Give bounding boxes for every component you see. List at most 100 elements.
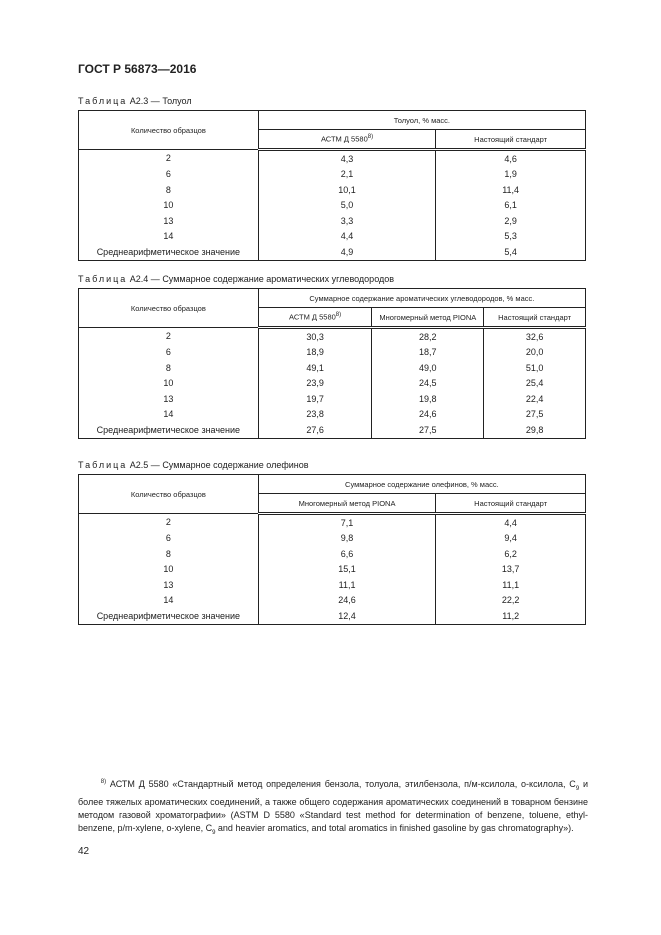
caption-label: Таблица <box>78 460 128 470</box>
table-cell: 10,1 <box>257 182 437 198</box>
footnote-ref: 8) <box>335 312 342 319</box>
table-cell: 27,5 <box>371 422 485 439</box>
table-cell: 13,7 <box>435 561 586 577</box>
table-cell: 30,3 <box>257 327 373 345</box>
document-header: ГОСТ Р 56873—2016 <box>78 62 197 76</box>
table-row: 8 49,1 49,0 51,0 <box>78 360 586 376</box>
table-cell: 5,4 <box>435 244 586 261</box>
table-cell: 25,4 <box>483 375 586 391</box>
table-cell: 2 <box>78 149 259 167</box>
column-header: Настоящий стандарт <box>435 493 586 515</box>
column-header: АСТМ Д 55808) <box>257 129 437 151</box>
footnote-text: and heavier aromatics, and total aromati… <box>215 822 574 833</box>
table-cell: 2,1 <box>257 166 437 182</box>
table-cell: 20,0 <box>483 344 586 360</box>
subscript: 9 <box>212 829 216 836</box>
table-cell: Среднеарифметическое значение <box>78 608 259 625</box>
table-row: 10 15,1 13,7 <box>78 561 586 577</box>
table-cell: 27,6 <box>257 422 373 439</box>
table-cell: 4,4 <box>257 228 437 244</box>
footnote-ref: 8) <box>367 134 374 141</box>
column-group-header: Суммарное содержание ароматических углев… <box>257 288 587 308</box>
column-header: АСТМ Д 55808) <box>257 307 373 329</box>
table-row: 14 23,8 24,6 27,5 <box>78 406 586 422</box>
table-cell: 24,6 <box>371 406 485 422</box>
table-cell: 22,2 <box>435 592 586 608</box>
table-caption: Таблица А2.5 — Суммарное содержание олеф… <box>78 460 309 470</box>
table-cell: 7,1 <box>257 513 437 531</box>
column-header: Настоящий стандарт <box>483 307 586 329</box>
table-cell: Среднеарифметическое значение <box>78 244 259 261</box>
table-cell: 14 <box>78 592 259 608</box>
column-header-samples: Количество образцов <box>78 474 259 514</box>
table-cell: 14 <box>78 406 259 422</box>
table-cell: 11,1 <box>435 577 586 593</box>
table-cell: 32,6 <box>483 327 586 345</box>
table-cell: 4,4 <box>435 513 586 531</box>
table-caption: Таблица А2.4 — Суммарное содержание аром… <box>78 274 394 284</box>
footnote-text: и более тяжелых ароматических соединений… <box>78 779 588 833</box>
table-row: Среднеарифметическое значение 27,6 27,5 29,… <box>78 422 586 439</box>
table-cell: 51,0 <box>483 360 586 376</box>
table-cell: 4,3 <box>257 149 437 167</box>
table-cell: 8 <box>78 360 259 376</box>
table-cell: 23,8 <box>257 406 373 422</box>
table-caption: Таблица А2.3 — Толуол <box>78 96 192 106</box>
table-row: 2 4,3 4,6 <box>78 149 586 167</box>
table-cell: 49,0 <box>371 360 485 376</box>
table-cell: 13 <box>78 577 259 593</box>
table-row: 6 18,9 18,7 20,0 <box>78 344 586 360</box>
table-cell: 13 <box>78 213 259 229</box>
table-cell: 29,8 <box>483 422 586 439</box>
table-cell: 6,2 <box>435 546 586 562</box>
column-group-header: Толуол, % масс. <box>257 110 587 130</box>
table-cell: 14 <box>78 228 259 244</box>
table-row: 6 2,1 1,9 <box>78 166 586 182</box>
table-cell: 5,3 <box>435 228 586 244</box>
table-cell: 28,2 <box>371 327 485 345</box>
data-table: Количество образцов Суммарное содержание … <box>78 474 587 625</box>
data-table: Количество образцов Суммарное содержание … <box>78 288 587 439</box>
caption-text: А2.5 — Суммарное содержание олефинов <box>127 460 309 470</box>
table-cell: 6 <box>78 530 259 546</box>
table-cell: 10 <box>78 375 259 391</box>
table-row: 13 11,1 11,1 <box>78 577 586 593</box>
table-cell: 49,1 <box>257 360 373 376</box>
table-cell: 24,6 <box>257 592 437 608</box>
table-cell: 9,4 <box>435 530 586 546</box>
subscript: 9 <box>575 785 580 792</box>
table-row: 8 6,6 6,2 <box>78 546 586 562</box>
table-cell: 2 <box>78 513 259 531</box>
table-cell: 11,1 <box>257 577 437 593</box>
table-cell: 19,8 <box>371 391 485 407</box>
column-header-samples: Количество образцов <box>78 288 259 328</box>
table-row: 2 30,3 28,2 32,6 <box>78 327 586 345</box>
table-cell: 10 <box>78 561 259 577</box>
table-row: 13 3,3 2,9 <box>78 213 586 229</box>
data-table: Количество образцов Толуол, % масс. АСТМ Д… <box>78 110 587 261</box>
table-row: 14 24,6 22,2 <box>78 592 586 608</box>
table-cell: 10 <box>78 197 259 213</box>
table-cell: 6 <box>78 344 259 360</box>
footnote: 8) АСТМ Д 5580 «Стандартный метод опреде… <box>78 776 588 840</box>
page-number: 42 <box>78 846 90 857</box>
table-cell: 11,2 <box>435 608 586 625</box>
table-cell: 3,3 <box>257 213 437 229</box>
table-row: 10 5,0 6,1 <box>78 197 586 213</box>
table-cell: 12,4 <box>257 608 437 625</box>
table-cell: 4,9 <box>257 244 437 261</box>
caption-text: А2.4 — Суммарное содержание ароматически… <box>127 274 395 284</box>
table-cell: 22,4 <box>483 391 586 407</box>
table-cell: 1,9 <box>435 166 586 182</box>
table-cell: 2 <box>78 327 259 345</box>
table-cell: 27,5 <box>483 406 586 422</box>
caption-label: Таблица <box>78 96 128 106</box>
column-header: Настоящий стандарт <box>435 129 586 151</box>
caption-label: Таблица <box>78 274 128 284</box>
table-cell: 18,9 <box>257 344 373 360</box>
table-row: 10 23,9 24,5 25,4 <box>78 375 586 391</box>
table-cell: 6,6 <box>257 546 437 562</box>
table-cell: Среднеарифметическое значение <box>78 422 259 439</box>
table-row: Среднеарифметическое значение 4,9 5,4 <box>78 244 586 261</box>
